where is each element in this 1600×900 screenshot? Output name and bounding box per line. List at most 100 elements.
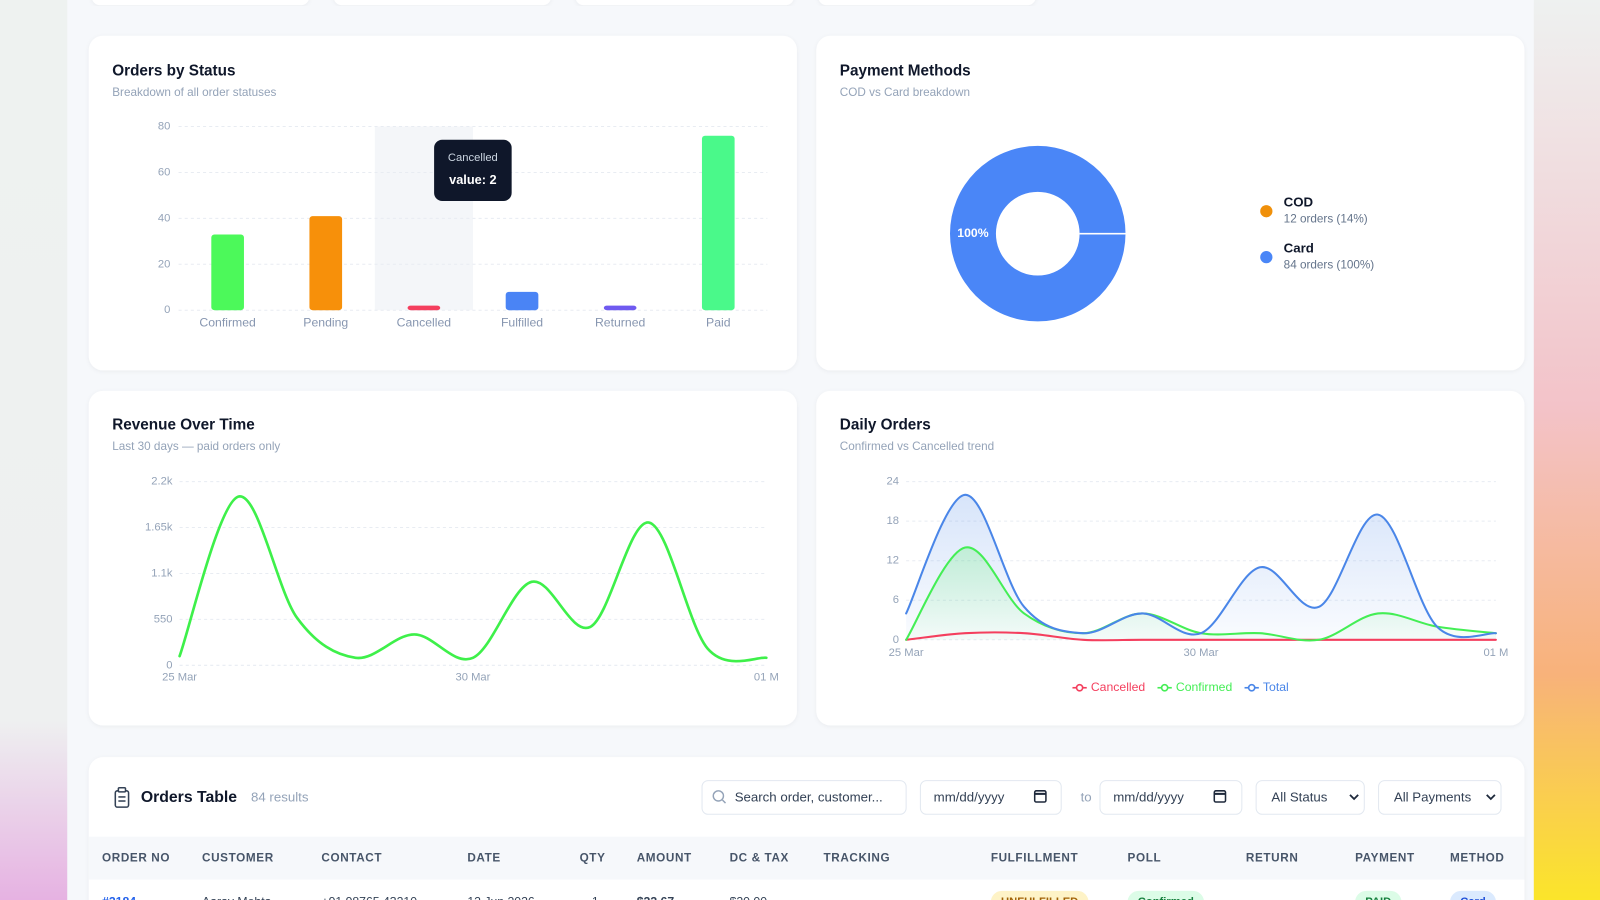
bar <box>505 291 539 311</box>
status-select[interactable]: All Status <box>1255 780 1365 815</box>
chart-title: Daily Orders <box>840 417 931 434</box>
line <box>178 495 768 663</box>
pie-slice <box>950 145 1126 322</box>
legend-name: Card <box>1284 240 1314 255</box>
badge-text: UNFULFILLED <box>1001 896 1078 900</box>
table-icon <box>114 786 130 808</box>
column-header: CUSTOMER <box>202 851 274 864</box>
column-header: ORDER NO <box>102 851 170 864</box>
right-backdrop <box>1533 0 1600 900</box>
x-tick-label: 01 M <box>1483 647 1508 659</box>
line <box>905 631 1497 642</box>
table-cell: $23.67 <box>637 894 675 900</box>
date-placeholder: mm/dd/yyyy <box>1113 789 1184 804</box>
legend-label: Cancelled <box>1091 680 1146 694</box>
badge-bg <box>1450 890 1496 900</box>
badge: Confirmed <box>1127 890 1204 900</box>
x-tick-label: Fulfilled <box>501 316 543 330</box>
bar <box>603 305 637 311</box>
table-cell: Aarav Mehta <box>202 894 272 900</box>
result-count: 84 results <box>251 789 309 804</box>
chart-subtitle: Confirmed vs Cancelled trend <box>840 440 994 453</box>
table-title: Orders Table <box>141 789 237 806</box>
column-header: CONTACT <box>321 851 382 864</box>
x-tick-label: Confirmed <box>199 316 256 330</box>
y-tick-label: 60 <box>158 166 170 178</box>
date-to[interactable]: mm/dd/yyyy <box>1099 780 1243 815</box>
column-header: TRACKING <box>823 851 890 864</box>
chart-card <box>88 390 797 726</box>
stat-card <box>92 0 309 6</box>
x-tick-label: Cancelled <box>397 316 452 330</box>
area <box>906 547 1496 641</box>
search-box[interactable]: Search order, customer... <box>701 780 907 815</box>
tooltip-title: Cancelled <box>448 152 498 164</box>
line <box>905 493 1497 639</box>
order-link: #2184 <box>102 894 136 900</box>
date-placeholder: mm/dd/yyyy <box>934 789 1005 804</box>
y-tick-label: 6 <box>893 594 899 606</box>
slice-label: 100% <box>957 226 988 240</box>
chart-subtitle: Last 30 days — paid orders only <box>112 440 280 453</box>
legend: Cancelled Confirmed Total <box>1072 680 1289 694</box>
column-header: RETURN <box>1246 851 1299 864</box>
tooltip-box <box>434 139 512 202</box>
y-tick-label: 0 <box>893 634 899 646</box>
badge-bg <box>991 890 1089 900</box>
y-tick-label: 12 <box>886 555 898 567</box>
bar <box>407 305 441 311</box>
legend-dot <box>1260 251 1273 264</box>
legend-label: Total <box>1263 680 1289 694</box>
table-cell: 1 <box>592 894 599 900</box>
x-tick-label: 25 Mar <box>162 672 197 684</box>
legend-marker <box>1160 683 1169 692</box>
table-header-row <box>88 836 1525 880</box>
y-tick-label: 1.1k <box>151 567 173 579</box>
legend-name: COD <box>1284 195 1314 210</box>
badge-bg <box>1355 890 1402 900</box>
table-cell: +91 98765 43210 <box>321 894 417 900</box>
chart-card <box>816 390 1525 726</box>
x-tick-label: 25 Mar <box>889 647 924 659</box>
legend-marker <box>1075 683 1084 692</box>
x-tick-label: 30 Mar <box>455 672 490 684</box>
select-label: All Status <box>1271 789 1327 804</box>
chart-title: Revenue Over Time <box>112 417 255 434</box>
x-tick-label: Returned <box>595 316 646 330</box>
badge: PAID <box>1355 890 1402 900</box>
select-label: All Payments <box>1394 789 1472 804</box>
chart-subtitle: Breakdown of all order statuses <box>112 86 276 99</box>
y-tick-label: 40 <box>158 212 170 224</box>
line <box>905 546 1497 642</box>
column-header: FULFILLMENT <box>991 851 1079 864</box>
column-header: POLL <box>1128 851 1162 864</box>
stat-card <box>576 0 794 6</box>
column-header: METHOD <box>1450 851 1504 864</box>
x-tick-label: 30 Mar <box>1184 647 1219 659</box>
tooltip: Cancelled value: 2 <box>434 139 512 202</box>
y-tick-label: 20 <box>158 258 170 270</box>
y-tick-label: 0 <box>166 659 172 671</box>
table-cell: 12 Jun 2026 <box>467 894 535 900</box>
stat-card <box>818 0 1036 6</box>
legend-detail: 12 orders (14%) <box>1284 212 1368 225</box>
column-header: AMOUNT <box>637 851 692 864</box>
y-tick-label: 80 <box>158 120 170 132</box>
legend-label: Confirmed <box>1176 680 1233 694</box>
table-cell: $20.00 <box>730 894 768 900</box>
column-header: DATE <box>467 851 500 864</box>
column-header: QTY <box>580 851 606 864</box>
chart-title: Payment Methods <box>840 62 971 79</box>
stat-card <box>334 0 551 6</box>
badge-text: Card <box>1460 896 1486 900</box>
search-placeholder: Search order, customer... <box>735 789 883 804</box>
payment-select[interactable]: All Payments <box>1378 780 1502 815</box>
area <box>906 494 1496 640</box>
range-word: to <box>1081 789 1092 804</box>
legend-detail: 84 orders (100%) <box>1284 258 1375 271</box>
bar <box>309 216 343 311</box>
date-from[interactable]: mm/dd/yyyy <box>919 780 1062 815</box>
legend-marker <box>1247 683 1256 692</box>
x-tick-label: Pending <box>303 316 348 330</box>
